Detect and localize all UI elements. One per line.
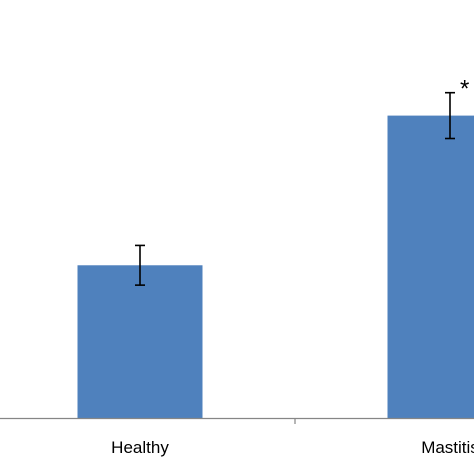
plot-area: * xyxy=(77,76,474,418)
error-bars-layer xyxy=(135,91,455,286)
annotations-layer: * xyxy=(460,76,469,103)
x-tick-label-mastitis: Mastitis xyxy=(421,438,474,457)
bar-mastitis xyxy=(387,115,474,418)
x-axis-tick-labels: Healthy Mastitis xyxy=(111,438,474,457)
error-bar-mastitis xyxy=(445,91,455,140)
bar-healthy xyxy=(77,265,203,418)
significance-marker-mastitis: * xyxy=(460,76,469,103)
x-tick-label-healthy: Healthy xyxy=(111,438,169,457)
error-bar-healthy xyxy=(135,244,145,286)
bars-layer xyxy=(77,115,474,418)
